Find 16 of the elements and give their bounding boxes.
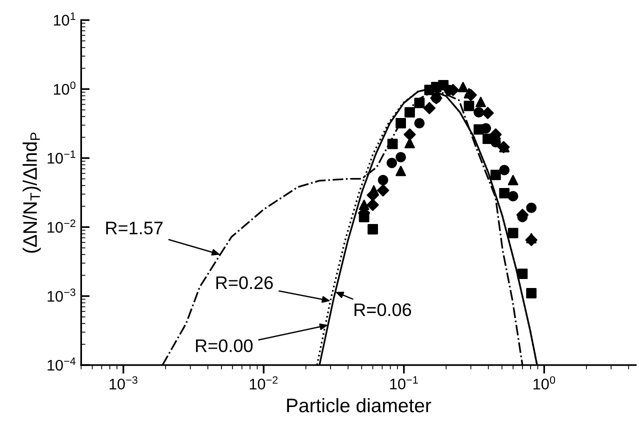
annotation: R=1.57 <box>106 222 163 234</box>
y-tick-label: 10$^{−4}$ <box>48 357 76 371</box>
x-tick-label: 10$^{0}$ <box>534 376 556 390</box>
annotation: R=0.26 <box>216 276 273 290</box>
y-tick-label: 10$^{1}$ <box>54 12 76 26</box>
y-tick-label: 10$^{−1}$ <box>48 150 76 164</box>
annotation: R=0.06 <box>354 303 412 316</box>
y-axis-title: (ΔN/N$_{T}$)/Δlnd$_{P}$ <box>22 132 41 253</box>
x-tick-label: 10$^{−2}$ <box>250 376 278 390</box>
annotation: R=0.00 <box>196 339 253 352</box>
x-tick-label: 10$^{−3}$ <box>110 376 138 390</box>
y-tick-label: 10$^{−3}$ <box>48 288 76 302</box>
y-tick-label: 10$^{−2}$ <box>48 219 76 233</box>
y-tick-label: 10$^{0}$ <box>54 81 76 95</box>
x-axis-title: Particle diameter <box>287 398 432 412</box>
x-tick-label: 10$^{−1}$ <box>390 376 418 390</box>
